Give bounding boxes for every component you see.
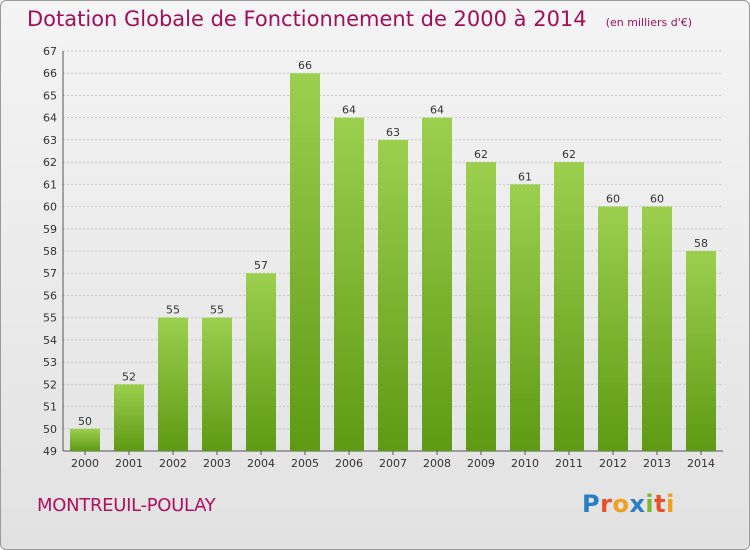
chart-subtitle: (en milliers d'€) [605,16,693,29]
x-tick-label: 2010 [511,457,539,470]
x-tick-label: 2003 [203,457,231,470]
bar-value-label: 66 [298,59,312,72]
y-tick-label: 59 [43,223,57,236]
bar[interactable] [246,273,276,451]
y-tick-label: 56 [43,289,57,302]
x-tick-label: 2009 [467,457,495,470]
x-tick-label: 2001 [115,457,143,470]
bar[interactable] [510,184,540,452]
bar[interactable] [642,206,672,451]
y-tick-label: 60 [43,201,57,214]
commune-name: MONTREUIL-POULAY [37,495,216,516]
logo-letter: P [582,490,601,518]
bar-value-label: 60 [606,193,620,206]
bar-value-label: 64 [342,104,356,117]
logo-letter: i [645,490,655,518]
y-tick-label: 50 [43,423,57,436]
y-tick-label: 52 [43,378,57,391]
bar-value-label: 60 [650,193,664,206]
bar-value-label: 63 [386,126,400,139]
y-tick-label: 64 [43,112,57,125]
y-tick-label: 63 [43,134,57,147]
y-tick-label: 65 [43,89,57,102]
x-tick-label: 2014 [687,457,715,470]
bar-value-label: 50 [78,415,92,428]
y-tick-label: 57 [43,267,57,280]
x-tick-label: 2002 [159,457,187,470]
bar[interactable] [422,117,452,452]
y-tick-label: 51 [43,401,57,414]
bar-value-label: 52 [122,370,136,383]
bar[interactable] [466,162,496,451]
bar[interactable] [114,384,144,451]
x-tick-label: 2000 [71,457,99,470]
bar[interactable] [554,162,584,451]
bar-value-label: 64 [430,104,444,117]
bar[interactable] [70,428,100,451]
title-row: Dotation Globale de Fonctionnement de 20… [27,7,692,31]
y-tick-label: 54 [43,334,57,347]
x-tick-label: 2012 [599,457,627,470]
y-tick-label: 62 [43,156,57,169]
logo-letter: t [654,490,667,518]
bar[interactable] [158,317,188,451]
y-tick-label: 49 [43,445,57,458]
logo-letter: o [612,490,630,518]
logo-letter: x [629,490,646,518]
x-tick-label: 2011 [555,457,583,470]
x-tick-label: 2004 [247,457,275,470]
bar-value-label: 58 [694,237,708,250]
bar[interactable] [334,117,364,452]
bar-value-label: 55 [166,304,180,317]
logo-letter: i [666,490,675,518]
bar[interactable] [290,73,320,451]
bar-value-label: 62 [562,148,576,161]
proxiti-logo[interactable]: Proxiti [582,490,675,518]
logo-letter: r [600,490,613,518]
bar[interactable] [378,139,408,451]
bar-value-label: 62 [474,148,488,161]
x-tick-label: 2007 [379,457,407,470]
chart-title: Dotation Globale de Fonctionnement de 20… [27,7,587,31]
bar[interactable] [686,251,716,451]
y-tick-label: 55 [43,312,57,325]
x-tick-label: 2008 [423,457,451,470]
bar-value-label: 61 [518,170,532,183]
y-tick-label: 53 [43,356,57,369]
y-tick-label: 61 [43,178,57,191]
x-tick-label: 2006 [335,457,363,470]
x-tick-label: 2013 [643,457,671,470]
bar-value-label: 55 [210,304,224,317]
bar-value-label: 57 [254,259,268,272]
x-tick-label: 2005 [291,457,319,470]
bar[interactable] [598,206,628,451]
bar[interactable] [202,317,232,451]
y-tick-label: 58 [43,245,57,258]
y-tick-label: 66 [43,67,57,80]
y-tick-label: 67 [43,45,57,58]
